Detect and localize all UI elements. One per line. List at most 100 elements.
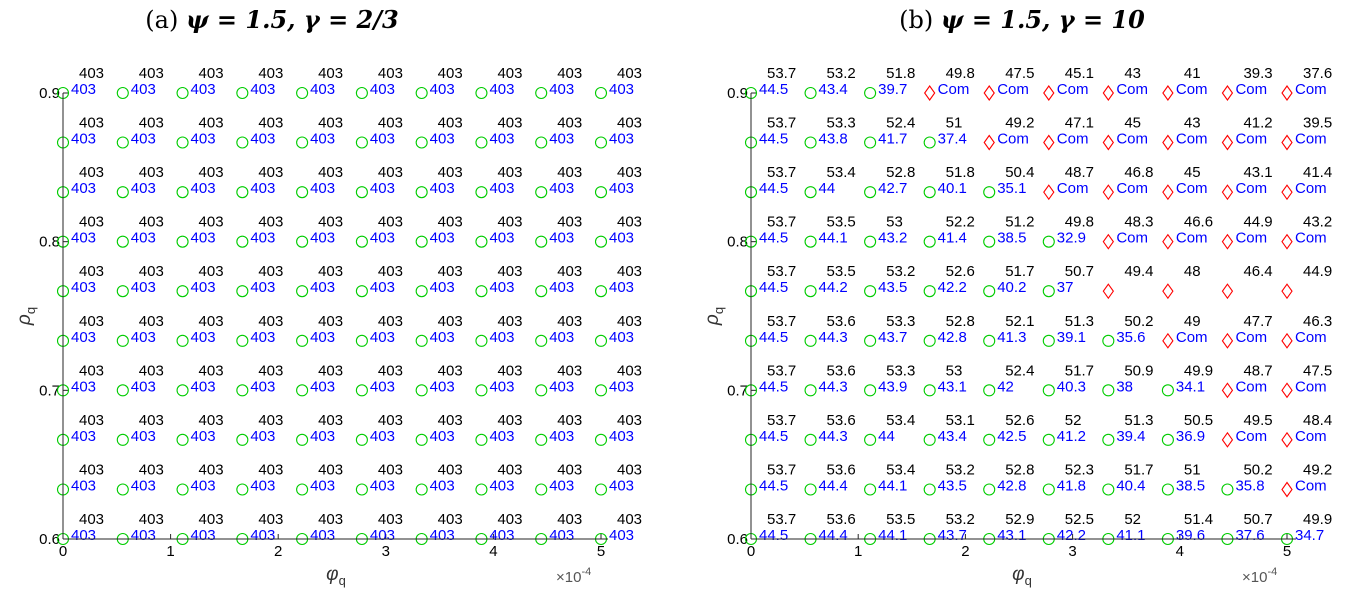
circle-marker bbox=[415, 334, 428, 347]
circle-marker bbox=[804, 483, 817, 496]
top-value-label: 53.2 bbox=[946, 461, 975, 478]
circle-marker bbox=[804, 86, 817, 100]
bottom-value-label: 44.5 bbox=[759, 428, 788, 445]
top-value-label: 53.1 bbox=[946, 412, 975, 429]
bottom-value-label: 403 bbox=[310, 527, 335, 544]
top-value-label: 39.5 bbox=[1303, 115, 1332, 132]
bottom-value-label: 403 bbox=[131, 527, 156, 544]
top-value-label: 47.5 bbox=[1005, 65, 1034, 82]
top-value-label: 51.4 bbox=[1184, 511, 1213, 528]
top-value-label: 43.2 bbox=[1303, 214, 1332, 231]
bottom-value-label: 43.2 bbox=[878, 230, 907, 247]
top-value-label: 51.2 bbox=[1005, 214, 1034, 231]
circle-marker bbox=[923, 136, 936, 149]
top-value-label: 50.2 bbox=[1243, 461, 1272, 478]
bottom-value-label: 38.5 bbox=[1176, 477, 1205, 494]
bottom-value-label: 403 bbox=[609, 81, 634, 98]
top-value-label: 43 bbox=[1124, 65, 1141, 82]
panel-a-ticks: 0 1 2 3 4 5 0.6 0.7 0.8 0.9 bbox=[39, 85, 605, 560]
bottom-value-label: 403 bbox=[370, 378, 395, 395]
bottom-value-label: 403 bbox=[71, 378, 96, 395]
circle-marker bbox=[923, 285, 936, 298]
bottom-value-label: Com bbox=[1057, 131, 1089, 148]
top-value-label: 403 bbox=[378, 164, 403, 181]
circle-marker bbox=[983, 285, 996, 298]
top-value-label: 41.2 bbox=[1243, 115, 1272, 132]
circle-marker bbox=[116, 186, 129, 199]
bottom-value-label: 403 bbox=[489, 527, 514, 544]
bottom-value-label: 403 bbox=[250, 81, 275, 98]
bottom-value-label: 403 bbox=[609, 329, 634, 346]
top-value-label: 403 bbox=[318, 362, 343, 379]
circle-marker bbox=[923, 235, 936, 248]
diamond-marker bbox=[1043, 184, 1055, 201]
circle-marker bbox=[1102, 384, 1115, 397]
diamond-marker bbox=[1221, 233, 1234, 250]
top-value-label: 403 bbox=[497, 115, 522, 132]
bottom-value-label: 403 bbox=[549, 428, 574, 445]
bottom-value-label: 35.8 bbox=[1235, 477, 1264, 494]
bottom-value-label: 42.5 bbox=[997, 428, 1026, 445]
bottom-value-label: 37 bbox=[1057, 279, 1074, 296]
top-value-label: 50.9 bbox=[1124, 362, 1153, 379]
circle-marker bbox=[535, 136, 548, 149]
bottom-value-label: 403 bbox=[370, 527, 395, 544]
bottom-value-label: 403 bbox=[71, 180, 96, 197]
top-value-label: 403 bbox=[199, 115, 224, 132]
bottom-value-label: 403 bbox=[191, 230, 216, 247]
top-value-label: 44.9 bbox=[1243, 214, 1272, 231]
top-value-label: 49.2 bbox=[1303, 461, 1332, 478]
top-value-label: 45 bbox=[1184, 164, 1201, 181]
top-value-label: 53.7 bbox=[767, 362, 796, 379]
bottom-value-label: 403 bbox=[609, 279, 634, 296]
y-tick-label: 0.8 bbox=[727, 234, 748, 251]
y-tick-label: 0.9 bbox=[39, 85, 60, 102]
x-tick-label: 5 bbox=[597, 543, 605, 560]
top-value-label: 403 bbox=[617, 65, 642, 82]
top-value-label: 403 bbox=[497, 362, 522, 379]
circle-marker bbox=[594, 483, 608, 496]
bottom-value-label: 403 bbox=[71, 230, 96, 247]
top-value-label: 403 bbox=[258, 313, 283, 330]
top-value-label: 403 bbox=[199, 65, 224, 82]
top-value-label: 53.4 bbox=[886, 412, 915, 429]
top-value-label: 403 bbox=[438, 461, 463, 478]
bottom-value-label: 403 bbox=[430, 279, 455, 296]
bottom-value-label: 403 bbox=[131, 428, 156, 445]
top-value-label: 49.4 bbox=[1124, 263, 1153, 280]
bottom-value-label: 42.2 bbox=[1057, 527, 1086, 544]
bottom-value-label: 403 bbox=[430, 378, 455, 395]
diamond-marker bbox=[923, 85, 936, 101]
top-value-label: 53.6 bbox=[827, 412, 856, 429]
bottom-value-label: 403 bbox=[430, 477, 455, 494]
circle-marker bbox=[296, 433, 309, 446]
bottom-value-label: 403 bbox=[131, 131, 156, 148]
top-value-label: 52.1 bbox=[1005, 313, 1034, 330]
circle-marker bbox=[475, 433, 488, 446]
bottom-value-label: Com bbox=[1295, 477, 1327, 494]
panel-b-xlabel: φq bbox=[1012, 564, 1032, 588]
bottom-value-label: 41.1 bbox=[1116, 527, 1145, 544]
bottom-value-label: 403 bbox=[609, 230, 634, 247]
bottom-value-label: 403 bbox=[370, 230, 395, 247]
diamond-marker bbox=[1221, 382, 1234, 399]
bottom-value-label: Com bbox=[1295, 428, 1327, 445]
bottom-value-label: 44.2 bbox=[819, 279, 848, 296]
top-value-label: 49.8 bbox=[1065, 214, 1094, 231]
top-value-label: 403 bbox=[438, 263, 463, 280]
bottom-value-label: 44 bbox=[819, 180, 836, 197]
circle-marker bbox=[415, 186, 428, 199]
diamond-marker bbox=[1281, 382, 1293, 399]
top-value-label: 403 bbox=[438, 412, 463, 429]
circle-marker bbox=[475, 186, 488, 199]
bottom-value-label: 403 bbox=[549, 329, 574, 346]
bottom-value-label: 39.4 bbox=[1116, 428, 1145, 445]
top-value-label: 403 bbox=[557, 115, 582, 132]
circle-marker bbox=[1161, 483, 1174, 496]
top-value-label: 53.3 bbox=[827, 115, 856, 132]
circle-marker bbox=[594, 235, 608, 248]
circle-marker bbox=[535, 235, 548, 248]
top-value-label: 41 bbox=[1184, 65, 1201, 82]
circle-marker bbox=[804, 285, 817, 298]
bottom-value-label: 43.1 bbox=[938, 378, 967, 395]
